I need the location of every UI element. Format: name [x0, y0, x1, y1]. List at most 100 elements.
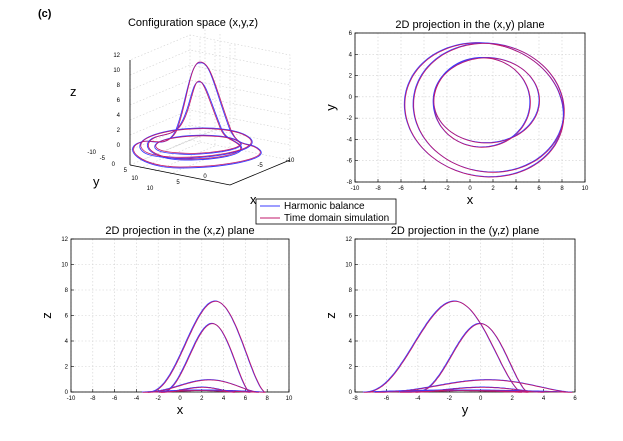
x-tick-label: 0: [468, 186, 472, 192]
z-tick-label: 10: [113, 68, 120, 74]
x-axis-label: x: [250, 192, 257, 207]
chart-3d-configuration-space: Configuration space (x,y,z) 0 2 4 6 8 10 12 -10…: [70, 17, 295, 207]
axes-box: [129, 29, 291, 186]
x-tick-label: -6: [384, 396, 390, 402]
y-tick-label: 0: [112, 162, 116, 168]
y-tick-label: 8: [349, 288, 353, 294]
x-axis-label: x: [467, 192, 474, 207]
td-orbit-3d-inner: [148, 80, 242, 160]
td-curve-0: [404, 42, 565, 178]
x-tick-label: -10: [351, 186, 360, 192]
hb-orbit-3d-base-2: [154, 134, 242, 155]
chart-xz-projection: -10 -8 -6 -4 -2 0 2 4 6 8 10 0 2 4 6 8 10 12 2D projection…: [39, 225, 293, 417]
td-curve-3: [433, 57, 540, 144]
y-tick-label: 12: [61, 237, 68, 243]
z-tick-label: 2: [117, 128, 121, 134]
x-tick-label: -6: [112, 396, 118, 402]
y-tick-label: 6: [349, 31, 353, 37]
y-tick-label: 12: [345, 237, 352, 243]
y-tick-label: -4: [347, 137, 353, 143]
x-tick-label: -8: [375, 186, 381, 192]
y-tick-label: -6: [347, 159, 353, 165]
x-tick-label: 2: [200, 396, 204, 402]
x-tick-label: 4: [222, 396, 226, 402]
td-curve-3: [399, 386, 545, 393]
y-tick-label: 8: [65, 288, 69, 294]
y-tick-label: 0: [65, 390, 69, 396]
panel-label: (c): [38, 8, 52, 20]
y-axis-label: z: [39, 312, 54, 319]
axes-frame: [354, 32, 586, 183]
z-tick-label: 8: [117, 83, 121, 89]
x-tick-label: -10: [286, 158, 295, 164]
x-tick-label: -6: [398, 186, 404, 192]
x-tick-label: -5: [257, 163, 263, 169]
y-tick-label: -2: [347, 116, 353, 122]
z-axis-label: z: [70, 84, 77, 99]
x-tick-label: 6: [537, 186, 541, 192]
legend-box: [255, 198, 397, 225]
x-tick-label: 4: [514, 186, 518, 192]
y-axis-label: y: [93, 174, 100, 189]
x-tick-label: 6: [573, 396, 577, 402]
y-tick-label: 6: [349, 314, 353, 320]
x-tick-label: -10: [67, 396, 76, 402]
x-tick-label: -2: [447, 396, 453, 402]
legend-label-time-domain: Time domain simulation: [284, 213, 389, 224]
x-tick-label: 8: [560, 186, 564, 192]
y-tick-label: 4: [65, 339, 69, 345]
y-tick-label: 5: [124, 168, 128, 174]
chart-title: Configuration space (x,y,z): [128, 17, 258, 29]
axes-frame: [70, 238, 290, 393]
x-tick-label: -4: [421, 186, 427, 192]
chart-title: 2D projection in the (x,y) plane: [395, 19, 544, 31]
y-tick-label: 10: [131, 176, 138, 182]
x-axis-label: x: [177, 402, 184, 417]
y-tick-label: 10: [345, 263, 352, 269]
x-tick-label: 8: [266, 396, 270, 402]
x-tick-label: 4: [542, 396, 546, 402]
x-tick-label: -2: [156, 396, 162, 402]
y-tick-label: 2: [349, 74, 353, 80]
y-tick-label: 2: [65, 365, 69, 371]
y-tick-label: 2: [349, 365, 353, 371]
z-tick-label: 0: [117, 143, 121, 149]
z-tick-label: 12: [113, 53, 120, 59]
x-tick-label: -8: [352, 396, 358, 402]
y-axis-label: y: [323, 104, 338, 111]
z-tick-label: 6: [117, 98, 121, 104]
x-tick-label: 0: [479, 396, 483, 402]
axes-frame: [354, 238, 576, 393]
x-tick-label: -4: [134, 396, 140, 402]
td-curve-3: [158, 386, 236, 393]
legend-label-harmonic: Harmonic balance: [284, 201, 365, 212]
x-tick-label: 10: [286, 396, 293, 402]
x-tick-label: 2: [491, 186, 495, 192]
x-tick-label: 2: [510, 396, 514, 402]
y-tick-label: 4: [349, 339, 353, 345]
x-tick-label: 0: [203, 174, 207, 180]
x-tick-label: 10: [147, 186, 154, 192]
x-tick-label: -4: [415, 396, 421, 402]
y-tick-label: -8: [347, 180, 353, 186]
x-tick-label: 10: [582, 186, 589, 192]
td-orbit-3d-base-1: [140, 128, 252, 158]
chart-title: 2D projection in the (x,z) plane: [105, 225, 254, 237]
y-axis-label: z: [323, 312, 338, 319]
y-tick-label: 0: [349, 95, 353, 101]
y-tick-label: 6: [65, 314, 69, 320]
x-axis-label: y: [462, 402, 469, 417]
y-tick-label: -10: [87, 150, 96, 156]
hb-orbit-3d-base-1: [139, 127, 253, 159]
legend: Harmonic balance Time domain simulation: [255, 198, 397, 225]
chart-title: 2D projection in the (y,z) plane: [391, 225, 539, 237]
x-tick-label: 6: [244, 396, 248, 402]
x-tick-label: 5: [176, 180, 180, 186]
y-tick-label: 4: [349, 52, 353, 58]
x-tick-label: 0: [178, 396, 182, 402]
y-tick-label: 10: [61, 263, 68, 269]
x-tick-label: -2: [444, 186, 450, 192]
